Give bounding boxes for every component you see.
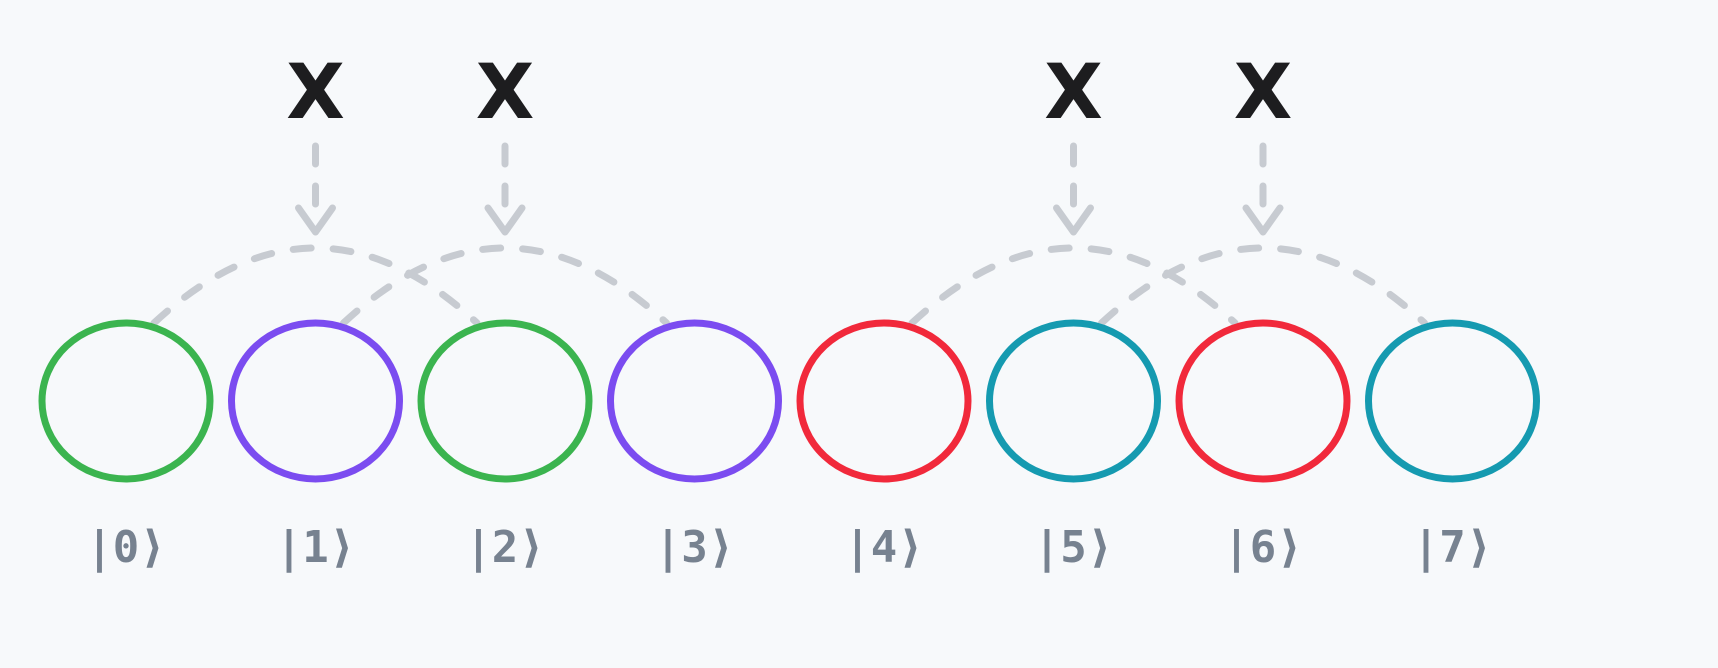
- pairing-arcs: [150, 244, 1428, 327]
- basis-state-labels: |0⟩ |1⟩ |2⟩ |3⟩ |4⟩ |5⟩ |6⟩ |7⟩: [86, 522, 1492, 573]
- state-circle-7: [1365, 319, 1540, 483]
- gate-label-0: X: [286, 47, 345, 136]
- pair-arc-1: [340, 244, 670, 327]
- arrow-head-3: [1242, 204, 1284, 236]
- state-circle-0: [38, 319, 214, 483]
- state-label-7: |7⟩: [1413, 522, 1492, 573]
- state-circle-1: [228, 319, 403, 483]
- pair-arc-2: [908, 244, 1239, 327]
- state-label-4: |4⟩: [844, 522, 923, 573]
- state-label-5: |5⟩: [1034, 522, 1113, 573]
- state-circle-5: [986, 319, 1161, 483]
- state-circle-6: [1175, 319, 1351, 483]
- state-label-0: |0⟩: [86, 522, 165, 573]
- gate-label-2: X: [1044, 47, 1103, 136]
- state-circle-2: [417, 319, 593, 483]
- gate-arrows: [295, 142, 1284, 236]
- arrow-head-2: [1053, 204, 1094, 236]
- state-label-6: |6⟩: [1223, 522, 1302, 573]
- state-circle-4: [796, 319, 972, 483]
- pair-arc-0: [150, 244, 481, 327]
- gate-label-1: X: [476, 47, 535, 136]
- gate-label-3: X: [1234, 47, 1293, 136]
- state-circle-3: [607, 319, 782, 483]
- basis-state-circles: [38, 319, 1540, 483]
- pair-arc-3: [1098, 244, 1428, 327]
- arrow-head-1: [484, 204, 526, 236]
- state-label-1: |1⟩: [276, 522, 355, 573]
- state-label-2: |2⟩: [465, 522, 544, 573]
- arrow-head-0: [295, 204, 336, 236]
- state-label-3: |3⟩: [655, 522, 734, 573]
